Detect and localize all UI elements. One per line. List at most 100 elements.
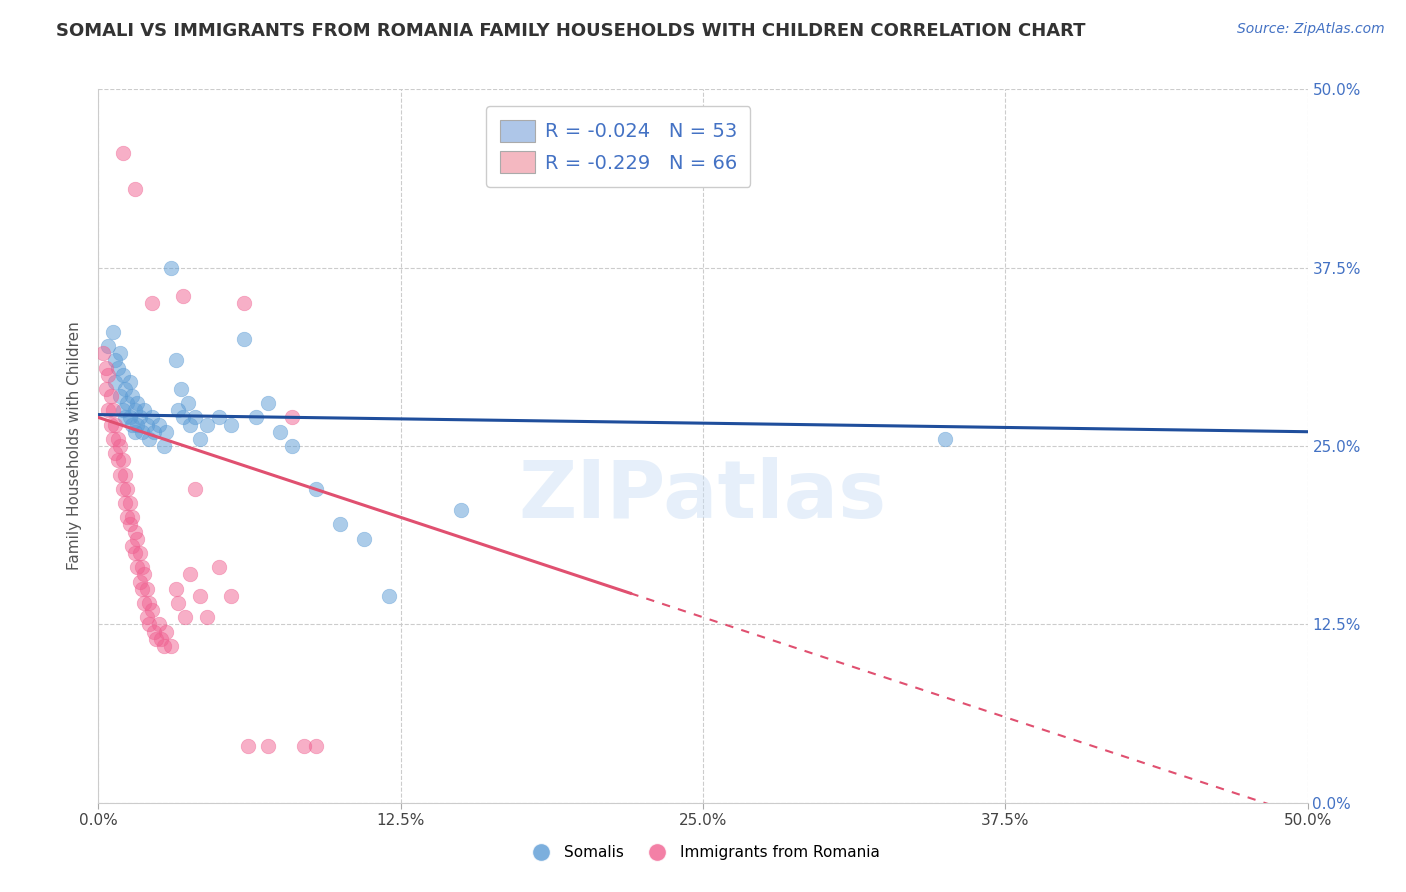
Text: SOMALI VS IMMIGRANTS FROM ROMANIA FAMILY HOUSEHOLDS WITH CHILDREN CORRELATION CH: SOMALI VS IMMIGRANTS FROM ROMANIA FAMILY… (56, 22, 1085, 40)
Point (245, 410, 267, 425)
Point (377, 589, 399, 603)
Point (100, 417, 122, 432)
Point (179, 567, 201, 582)
Point (141, 603, 163, 617)
Point (160, 639, 183, 653)
Point (91, 346, 114, 360)
Point (108, 467, 131, 482)
Point (111, 146, 134, 161)
Point (172, 289, 194, 303)
Point (138, 432, 160, 446)
Point (124, 403, 146, 417)
Point (148, 417, 170, 432)
Point (165, 582, 187, 596)
Point (238, 739, 260, 753)
Point (165, 353, 187, 368)
Point (135, 610, 157, 624)
Point (94, 382, 117, 396)
Point (292, 739, 315, 753)
Point (195, 610, 218, 624)
Point (256, 739, 278, 753)
Point (111, 453, 134, 467)
Point (256, 396, 278, 410)
Point (124, 524, 146, 539)
Point (281, 439, 304, 453)
Point (174, 610, 197, 624)
Point (104, 353, 127, 368)
Point (329, 517, 352, 532)
Point (150, 632, 173, 646)
Point (138, 596, 160, 610)
Point (114, 496, 136, 510)
Point (121, 539, 143, 553)
Legend: Somalis, Immigrants from Romania: Somalis, Immigrants from Romania (520, 839, 886, 866)
Point (118, 375, 141, 389)
Point (118, 517, 141, 532)
Point (108, 389, 131, 403)
Point (134, 403, 156, 417)
Point (104, 446, 127, 460)
Point (121, 510, 143, 524)
Point (101, 432, 124, 446)
Point (450, 503, 472, 517)
Point (145, 632, 167, 646)
Point (188, 589, 211, 603)
Point (232, 296, 254, 310)
Point (143, 425, 166, 439)
Point (134, 567, 156, 582)
Point (108, 439, 131, 453)
Point (124, 425, 146, 439)
Point (97, 403, 120, 417)
Point (127, 532, 149, 546)
Point (121, 389, 143, 403)
Point (114, 382, 136, 396)
Point (184, 410, 207, 425)
Point (184, 482, 207, 496)
Point (121, 417, 143, 432)
Point (179, 417, 201, 432)
Point (111, 368, 134, 382)
Point (208, 560, 231, 574)
Point (128, 546, 150, 560)
Point (269, 425, 291, 439)
Point (94, 360, 117, 375)
Point (172, 410, 194, 425)
Point (111, 403, 134, 417)
Point (135, 582, 157, 596)
Point (167, 403, 190, 417)
Point (148, 617, 170, 632)
Point (108, 346, 131, 360)
Point (104, 375, 127, 389)
Point (104, 417, 127, 432)
Point (107, 453, 129, 467)
Y-axis label: Family Households with Children: Family Households with Children (67, 322, 83, 570)
Text: ZIPatlas: ZIPatlas (519, 457, 887, 535)
Point (232, 332, 254, 346)
Point (117, 482, 139, 496)
Point (208, 410, 231, 425)
Point (117, 510, 139, 524)
Point (134, 596, 156, 610)
Point (128, 410, 150, 425)
Point (101, 325, 124, 339)
Point (131, 425, 153, 439)
Point (127, 560, 149, 574)
Point (138, 617, 160, 632)
Point (135, 417, 157, 432)
Point (353, 532, 375, 546)
Point (127, 396, 149, 410)
Point (101, 403, 124, 417)
Point (118, 496, 141, 510)
Point (305, 739, 328, 753)
Point (107, 432, 129, 446)
Point (131, 560, 153, 574)
Point (169, 382, 191, 396)
Point (188, 432, 211, 446)
Point (118, 410, 141, 425)
Point (141, 410, 163, 425)
Point (221, 589, 243, 603)
Point (160, 260, 183, 275)
Point (128, 574, 150, 589)
Point (107, 360, 129, 375)
Point (305, 482, 328, 496)
